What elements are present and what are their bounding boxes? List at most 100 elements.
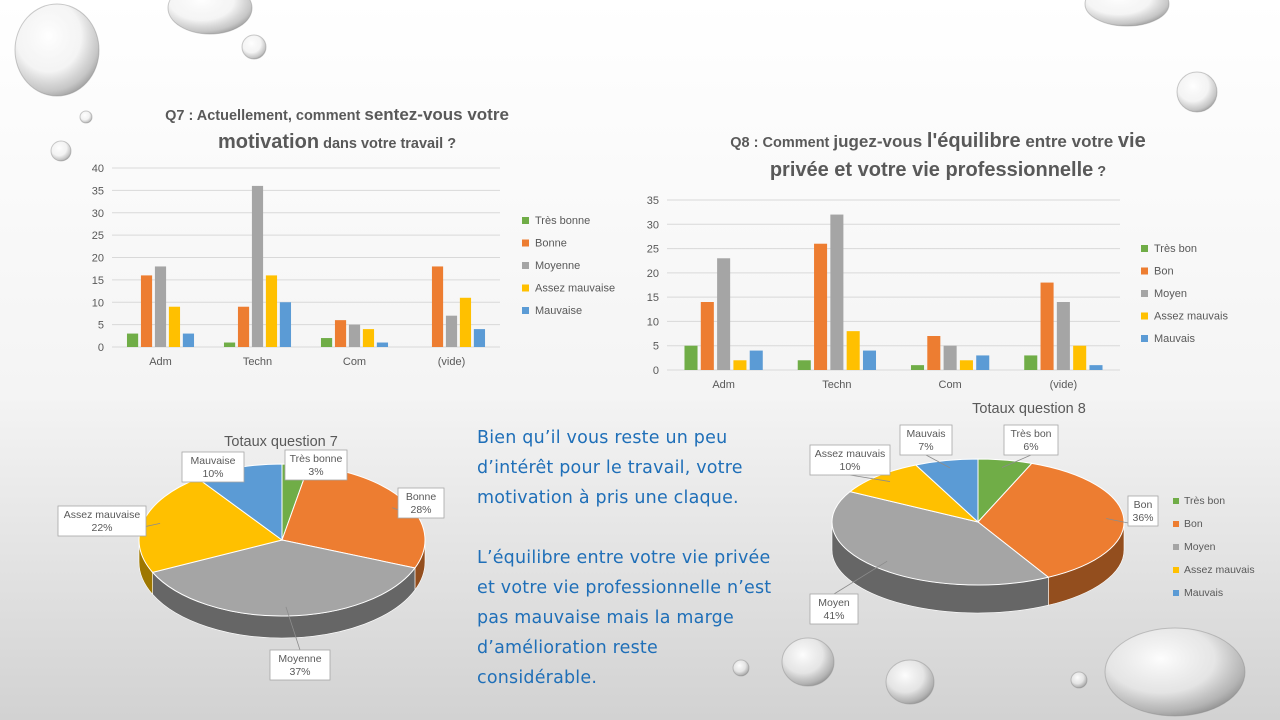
q7_bar-legend-marker-moyenne — [522, 262, 529, 269]
q7_bar-title-line-1: Q7 : Actuellement, comment sentez-vous v… — [165, 105, 509, 124]
q7_bar-y-tick-label: 40 — [92, 163, 104, 175]
q8_bar-bar-tres-bon-vide — [1024, 355, 1038, 370]
q8_bar-legend-marker-mauvais — [1141, 335, 1148, 342]
q8_pie-label-name-mauvais: Mauvais — [906, 428, 945, 440]
q8_bar-bar-mauvais-adm — [749, 350, 763, 370]
q8_bar-title-part: privée et votre vie professionnelle — [770, 159, 1093, 181]
q8_bar-y-tick-label: 25 — [647, 244, 659, 256]
q8_bar-bar-mauvais-com — [976, 355, 990, 370]
water-drop-7 — [79, 110, 93, 124]
q7_bar-y-tick-label: 25 — [92, 230, 104, 242]
q8_pie-label-box-bon — [1127, 495, 1159, 527]
q8_bar-title-line-1: Q8 : Comment jugez-vous l'équilibre entr… — [730, 130, 1145, 152]
q8_bar-y-tick-label: 20 — [647, 268, 659, 280]
q7_bar-bar-moyenne-techn — [251, 185, 264, 347]
q7_bar-legend-label-mauvaise: Mauvaise — [535, 305, 582, 317]
q8_bar-bar-moyen-com — [943, 345, 957, 370]
q8_pie-label-leader-mauvais — [925, 454, 951, 469]
q8_pie-slice-mauvais — [914, 458, 979, 524]
q8_bar-bar-moyen-techn — [830, 214, 844, 370]
q7_pie-label-pct-tres-bonne: 3% — [308, 466, 323, 478]
q7_bar-title-part: dans votre travail ? — [319, 136, 456, 152]
q7_pie-label-box-moyenne — [269, 649, 331, 681]
water-drop-6 — [50, 140, 72, 162]
q8_bar-bar-assez-mauvais-vide — [1073, 345, 1087, 370]
q7_bar-bar-mauvaise-adm — [182, 333, 195, 347]
q7_bar-legend-marker-bonne — [522, 239, 529, 247]
q7_bar-bar-bonne-vide — [431, 266, 444, 347]
water-drop-12 — [732, 659, 750, 677]
q8_bar-x-tick-label: Techn — [822, 379, 851, 391]
q8_bar-title-part: jugez-vous — [832, 132, 927, 151]
q8_bar-title-part: Q8 : Comment — [730, 135, 833, 151]
q8_pie-legend-label-moyen: Moyen — [1184, 541, 1216, 553]
q8_bar-bar-moyen-vide — [1056, 302, 1070, 370]
q7_pie-label-name-bonne: Bonne — [406, 491, 437, 503]
q8_pie-legend-label-bon: Bon — [1184, 518, 1203, 530]
q7_bar-x-tick-label: (vide) — [438, 356, 466, 368]
q8_bar-x-tick-label: Com — [939, 379, 962, 391]
q7_pie-label-pct-assez-mauvaise: 22% — [91, 522, 112, 534]
q8_pie-label-leader-moyen — [833, 560, 888, 595]
q8_pie-label-pct-tres-bon: 6% — [1023, 441, 1038, 453]
q8_pie-label-leader-assez-mauvais — [849, 474, 891, 482]
water-drop-10 — [1104, 627, 1246, 717]
q8_bar-bar-assez-mauvais-adm — [733, 360, 747, 370]
water-drop-3 — [241, 34, 267, 60]
q7_bar-bar-assez-mauvaise-adm — [168, 306, 181, 347]
q8_pie-legend-label-tres-bon: Très bon — [1184, 495, 1225, 507]
q8_bar-legend-label-tres-bon: Très bon — [1154, 243, 1197, 255]
q8_bar-title-line-2: privée et votre vie professionnelle ? — [770, 159, 1106, 181]
q8_bar-bar-moyen-adm — [717, 258, 731, 370]
q7_pie-label-pct-bonne: 28% — [410, 504, 431, 516]
q8_pie-slice-assez-mauvais — [848, 464, 980, 523]
q7_bar-title-part: motivation — [218, 131, 319, 153]
comment-motivation: Bien qu’il vous reste un peu d’intérêt p… — [477, 428, 743, 508]
q7_pie-label-pct-mauvaise: 10% — [202, 468, 223, 480]
q8_bar-legend-label-moyen: Moyen — [1154, 288, 1187, 300]
q7_pie-title: Totaux question 7 — [224, 434, 338, 450]
q7_pie-label-name-assez-mauvaise: Assez mauvaise — [64, 509, 141, 521]
q8_bar-bar-tres-bon-com — [910, 365, 925, 370]
q7_bar-bar-assez-mauvaise-vide — [459, 297, 472, 347]
q8_pie-legend-marker-tres-bon — [1173, 498, 1179, 504]
q8_bar-title-part: vie — [1118, 130, 1146, 152]
q7_pie-label-box-mauvaise — [181, 451, 245, 483]
q8_pie-legend-marker-assez-mauvais — [1173, 567, 1179, 573]
q7_bar-y-tick-label: 5 — [98, 320, 104, 332]
q7_pie-label-pct-moyenne: 37% — [289, 666, 310, 678]
q7_bar-y-tick-label: 20 — [92, 253, 104, 265]
q8_pie-label-pct-assez-mauvais: 10% — [839, 461, 860, 473]
q8_pie-legend-label-mauvais: Mauvais — [1184, 587, 1223, 599]
q8_bar-y-tick-label: 35 — [647, 195, 659, 207]
q8_bar-x-tick-label: Adm — [712, 379, 735, 391]
q7_bar-legend-label-moyenne: Moyenne — [535, 260, 580, 272]
q7_pie-label-box-assez-mauvaise — [57, 505, 147, 537]
q8_pie-label-name-assez-mauvais: Assez mauvais — [815, 448, 886, 460]
q7_bar-y-tick-label: 0 — [98, 342, 104, 354]
water-drop-2 — [167, 0, 253, 35]
q7_pie-label-name-tres-bonne: Très bonne — [290, 453, 343, 465]
q8_pie-label-box-moyen — [809, 593, 859, 625]
q8_pie-legend-marker-bon — [1173, 521, 1179, 527]
q7_bar-legend-label-tres-bonne: Très bonne — [535, 215, 590, 227]
comment-balance: L’équilibre entre votre vie privée et vo… — [477, 548, 772, 688]
q8_pie-legend-marker-moyen — [1173, 544, 1179, 550]
q7_bar-bar-tres-bonne-techn — [223, 342, 236, 347]
q8_pie-title: Totaux question 8 — [972, 401, 1086, 417]
q7_bar-bar-tres-bonne-adm — [126, 333, 139, 347]
q8_pie-label-box-tres-bon — [1003, 424, 1059, 456]
q7_pie-label-leader-moyenne — [285, 606, 301, 651]
q8_bar-bar-bon-adm — [700, 302, 714, 370]
q7_bar-bar-moyenne-vide — [445, 315, 458, 347]
q8_bar-legend-label-bon: Bon — [1154, 266, 1174, 278]
q7_bar-bar-bonne-com — [334, 320, 347, 347]
q7_bar-x-tick-label: Techn — [243, 356, 272, 368]
q8_pie-label-box-assez-mauvais — [809, 444, 891, 476]
q8_bar-legend-marker-assez-mauvais — [1141, 312, 1148, 320]
q8_pie-legend-label-assez-mauvais: Assez mauvais — [1184, 564, 1255, 576]
q7_bar-legend-marker-mauvaise — [522, 307, 529, 314]
